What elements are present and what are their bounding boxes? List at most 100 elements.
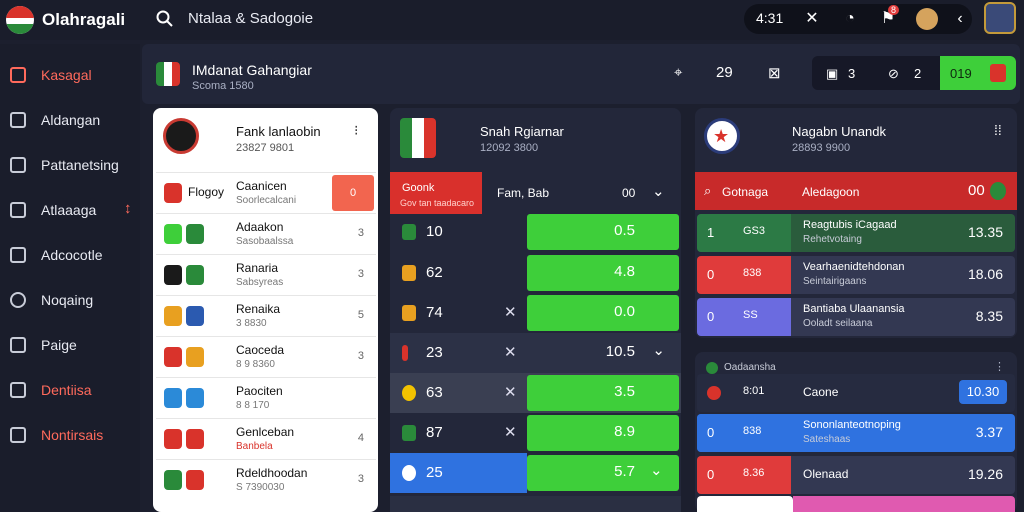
calendar-icon: [10, 67, 26, 83]
right-card-2-title: Oadaansha: [724, 362, 776, 373]
search-icon[interactable]: ⌕: [704, 183, 712, 198]
odds-box[interactable]: [697, 496, 793, 512]
sidebar-item-6[interactable]: Paige: [0, 325, 140, 365]
odds-row[interactable]: [793, 496, 1015, 512]
table-row[interactable]: Rdeldhoodan S 7390030 3: [156, 459, 376, 499]
team-name: Vearhaenidtehdonan: [803, 261, 905, 273]
board-icon: [10, 157, 26, 173]
odds-row[interactable]: 87 ✕ 8.9: [390, 413, 681, 453]
team-crest-icon: [402, 385, 416, 401]
odds-value[interactable]: 3: [357, 268, 364, 280]
app-name: Olahragali: [42, 10, 126, 29]
league-icon: [706, 362, 718, 374]
match-card-title: Snah Rgiarnar: [480, 124, 564, 139]
media-icon[interactable]: ⊠: [768, 65, 781, 82]
tools-icon[interactable]: ✕: [805, 10, 819, 27]
odds-row[interactable]: 1 GS3 Reagtubis iCagaad Rehetvotaing 13.…: [697, 214, 1015, 252]
odds-value[interactable]: 5: [357, 309, 364, 321]
flag-icon: [156, 62, 180, 86]
sidebar-item-5[interactable]: Noqaing: [0, 280, 140, 320]
more-icon[interactable]: ⁝: [354, 122, 359, 138]
odds-button[interactable]: [527, 214, 679, 250]
table-row[interactable]: Renaika 3 8830 5: [156, 295, 376, 335]
team-crest-icon: [186, 347, 204, 367]
sidebar-item-2[interactable]: Pattanetsing: [0, 145, 140, 185]
close-icon[interactable]: ✕: [504, 304, 517, 321]
cross-icon: [10, 337, 26, 353]
chevron-down-icon[interactable]: ⌄: [652, 183, 665, 200]
row-number: 0: [707, 425, 715, 440]
odds-value: 10.5: [605, 343, 635, 360]
odds-button[interactable]: 10.30: [959, 380, 1007, 404]
odds-row[interactable]: [390, 496, 681, 512]
odds-row[interactable]: 62 4.8: [390, 253, 681, 293]
match-title: IMdanat Gahangiar: [192, 62, 312, 78]
app-logo[interactable]: [6, 6, 34, 34]
chevron-down-icon[interactable]: ⌄: [650, 462, 663, 479]
table-row[interactable]: Genlceban Banbela 4: [156, 418, 376, 458]
tools-icon[interactable]: ✕: [504, 424, 517, 441]
row-label: 8:01: [743, 385, 765, 397]
search-input[interactable]: Ntalaa & Sadogoie: [188, 10, 314, 27]
close-icon[interactable]: ✕: [504, 344, 517, 361]
odds-button[interactable]: 0: [332, 175, 374, 211]
team-name: Genlceban: [236, 425, 295, 439]
odds-row[interactable]: 63 ✕ 3.5: [390, 373, 681, 413]
odds-row[interactable]: 0 838 Vearhaenidtehdonan Seintairigaans …: [697, 256, 1015, 294]
row-number: 87: [426, 424, 443, 441]
chevron-left-icon[interactable]: ‹: [957, 10, 963, 27]
close-icon[interactable]: ✕: [504, 384, 517, 401]
odds-button[interactable]: [527, 455, 679, 491]
team-name: Adaakon: [236, 220, 284, 234]
sidebar-item-7[interactable]: Dentiisa: [0, 370, 140, 410]
grid-icon[interactable]: ⁞⁞: [994, 122, 1002, 138]
odds-button[interactable]: [527, 255, 679, 291]
sidebar-item-8[interactable]: Nontirsais: [0, 415, 140, 455]
sidebar-item-4[interactable]: Adcocotle: [0, 235, 140, 275]
odds-value[interactable]: 3: [357, 227, 364, 239]
table-row[interactable]: Paociten 8 8 170: [156, 377, 376, 417]
odds-row[interactable]: 74 ✕ 0.0: [390, 293, 681, 333]
table-row[interactable]: Caoceda 8 9 8360 3: [156, 336, 376, 376]
market-label: Fam, Bab: [497, 186, 550, 200]
table-row[interactable]: Ranaria Sabsyreas 3: [156, 254, 376, 294]
league-logo: [163, 118, 199, 154]
odds-button[interactable]: [527, 375, 679, 411]
odds-value[interactable]: 3: [357, 473, 364, 485]
odds-button[interactable]: [527, 415, 679, 451]
odds-row[interactable]: 25: [390, 453, 527, 493]
odds-value[interactable]: 4: [357, 432, 364, 444]
team-crest-icon: [402, 425, 416, 441]
right-card-title: Nagabn Unandk: [792, 124, 886, 139]
team-sub: Ooladt seilaana: [803, 318, 873, 329]
notification-icon[interactable]: ◔: [845, 10, 855, 27]
market-badge[interactable]: [390, 172, 482, 214]
odds-box: [697, 414, 791, 452]
team-sub: Sasobaalssa: [236, 236, 294, 247]
table-row[interactable]: Adaakon Sasobaalssa 3: [156, 213, 376, 253]
team-logo: [704, 118, 740, 154]
filter-icon[interactable]: ⌖: [674, 64, 683, 81]
team-sub: Soorlecalcani: [236, 195, 297, 206]
sidebar-item-3[interactable]: Atlaaaga ↕: [0, 190, 140, 230]
profile-avatar[interactable]: [984, 2, 1016, 34]
odds-value[interactable]: 3: [357, 350, 364, 362]
avatar[interactable]: [916, 8, 938, 30]
odds-row[interactable]: 0 8.36 Olenaad 19.26: [697, 456, 1015, 494]
sidebar-item-1[interactable]: Aldangan: [0, 100, 140, 140]
odds-row[interactable]: 10 0.5: [390, 212, 681, 252]
row-number: 0: [707, 267, 715, 282]
expand-icon[interactable]: ⋮: [994, 361, 1005, 373]
row-label: 8.36: [743, 467, 765, 479]
odds-box: [697, 214, 791, 252]
chevron-down-icon[interactable]: ⌄: [652, 342, 665, 359]
odds-row[interactable]: 23 ✕ 10.5 ⌄: [390, 333, 681, 373]
odds-row[interactable]: 0 SS Bantiaba Ulaanansia Ooladt seilaana…: [697, 298, 1015, 336]
odds-button[interactable]: [527, 295, 679, 331]
team-crest-icon: [990, 64, 1006, 82]
odds-row[interactable]: 0 838 Sononlanteotnoping Sateshaas 3.37: [697, 414, 1015, 452]
table-row[interactable]: Flogoy Caanicen Soorlecalcani 0: [156, 172, 376, 212]
sidebar-item-0[interactable]: Kasagal: [0, 55, 140, 95]
odds-row[interactable]: 8:01 Caone 10.30: [697, 374, 1015, 412]
search-icon[interactable]: [156, 10, 174, 28]
